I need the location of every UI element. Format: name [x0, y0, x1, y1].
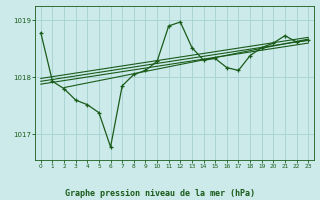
- Text: Graphe pression niveau de la mer (hPa): Graphe pression niveau de la mer (hPa): [65, 189, 255, 198]
